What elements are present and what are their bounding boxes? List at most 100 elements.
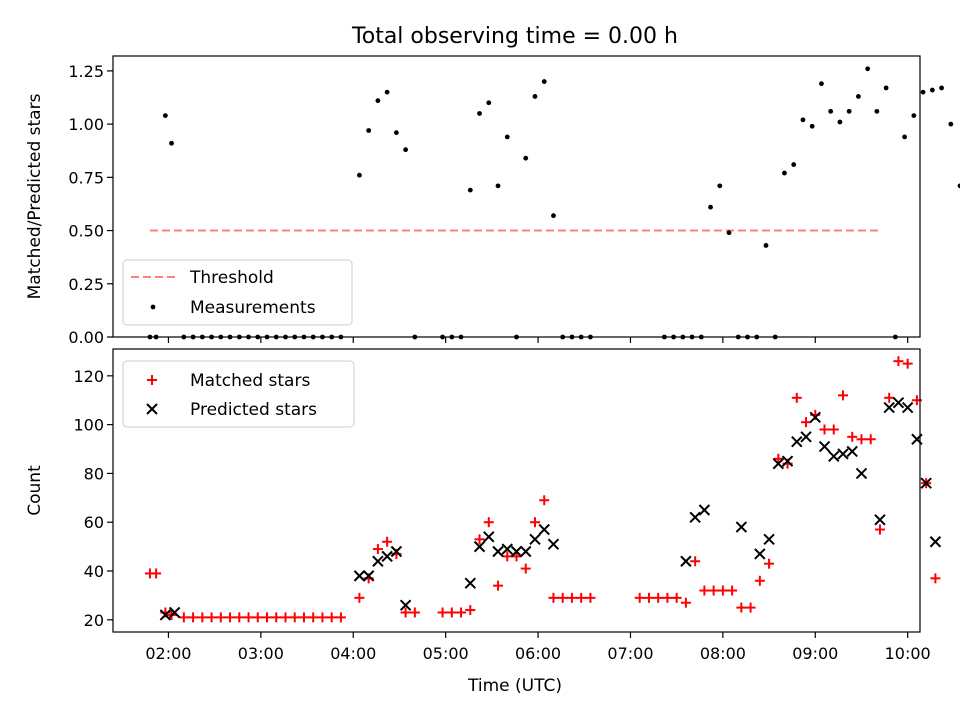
matched-star-point [680,597,691,608]
x-stroke-b [901,401,914,414]
predicted-star-point [464,577,477,589]
matched-star-point [566,592,577,603]
matched-star-point [754,575,765,586]
x-tick-label: 09:00 [792,644,838,663]
matched-star-point [764,558,775,569]
predicted-star-point [781,455,794,467]
predicted-star-point [510,545,523,558]
measurement-point [782,170,787,176]
matched-star-point [502,551,513,562]
matched-star-point [308,612,319,623]
predicted-star-point [353,570,366,582]
plot-frame [112,55,921,338]
count-legend: Matched stars Predicted stars [122,360,355,428]
matched-star-point [837,390,848,401]
x-tick-label: 04:00 [330,644,376,663]
predicted-star-point [538,523,550,536]
measurement-point [939,85,944,91]
measurement-point [929,87,935,93]
x-stroke-b [689,511,701,524]
matched-star-point [874,524,885,535]
matched-star-point [690,556,701,567]
y-tick-label: 0.50 [68,222,104,241]
predicted-star-point [818,440,831,453]
matched-star-point [662,592,673,603]
matched-star-point [576,592,587,603]
predicted-star-point [772,457,785,470]
measurement-point [532,94,538,99]
measurement-point [162,113,168,119]
x-stroke-b [828,450,840,463]
measurement-point [708,204,713,210]
matched-star-point [828,424,839,435]
predicted-star-point [547,538,560,550]
matched-star-point [289,612,300,623]
measurement-point [393,130,399,136]
predicted-star-point [372,555,384,567]
x-stroke-b [929,536,942,548]
matched-star-point [298,612,309,623]
measurement-point [819,81,824,87]
x-stroke-b [791,435,803,448]
measurement-point [809,123,815,129]
predicted-star-point [362,570,375,582]
x-stroke-b [529,533,541,546]
matched-star-point [893,356,904,367]
predicted-star-point [800,431,812,443]
measurement-point [504,134,510,140]
legend-predicted-swatch [146,403,158,415]
measurement-point [717,183,723,189]
measurement-point [486,100,492,106]
x-tick-label: 08:00 [700,644,746,663]
predicted-star-point [855,467,868,480]
measurement-point [375,98,381,104]
x-stroke-b [473,540,486,553]
x-stroke-b [680,555,692,567]
matched-star-point [865,434,876,445]
measurement-point [837,119,843,125]
x-stroke-b [846,445,858,458]
measurement-point [477,111,482,116]
measurement-point [791,162,797,167]
x-stroke-b [800,431,812,443]
y-tick-label: 120 [73,367,104,386]
matched-star-point [717,585,728,596]
x-stroke-b [920,477,932,489]
matched-star-point [178,612,189,623]
x-stroke-b [754,548,766,560]
measurement-point [523,155,529,161]
y-tick-label: 0.00 [68,328,104,347]
x-stroke-b [538,523,550,536]
x-stroke-b [837,448,849,460]
predicted-star-point [828,450,840,463]
figure-title: Total observing time = 0.00 h [351,24,678,49]
predicted-star-point [483,531,495,543]
y-tick-label: 20 [84,611,104,630]
matched-star-point [215,612,226,623]
predicted-star-point [381,550,393,563]
measurement-point [920,89,926,95]
x-tick-label: 05:00 [423,644,469,663]
predicted-star-point [791,435,803,448]
matched-star-point [557,592,568,603]
x-stroke-b [883,401,895,414]
measurement-point [883,85,889,91]
matched-star-point [206,612,217,623]
matched-star-point [197,612,208,623]
predicted-star-point [520,545,532,558]
matched-star-point [643,592,654,603]
matched-star-point [884,392,895,403]
predicted-star-point [399,599,412,611]
matched-star-point [335,612,346,623]
x-stroke-b [501,543,513,555]
measurement-point [911,113,917,119]
predicted-star-point [929,536,942,548]
y-tick-label: 1.25 [68,62,104,81]
measurement-point [384,89,390,95]
matched-star-point [400,607,411,618]
y-tick-label: 60 [84,513,104,532]
matched-star-point [271,612,282,623]
predicted-star-point [473,540,486,553]
predicted-star-point [809,411,821,424]
